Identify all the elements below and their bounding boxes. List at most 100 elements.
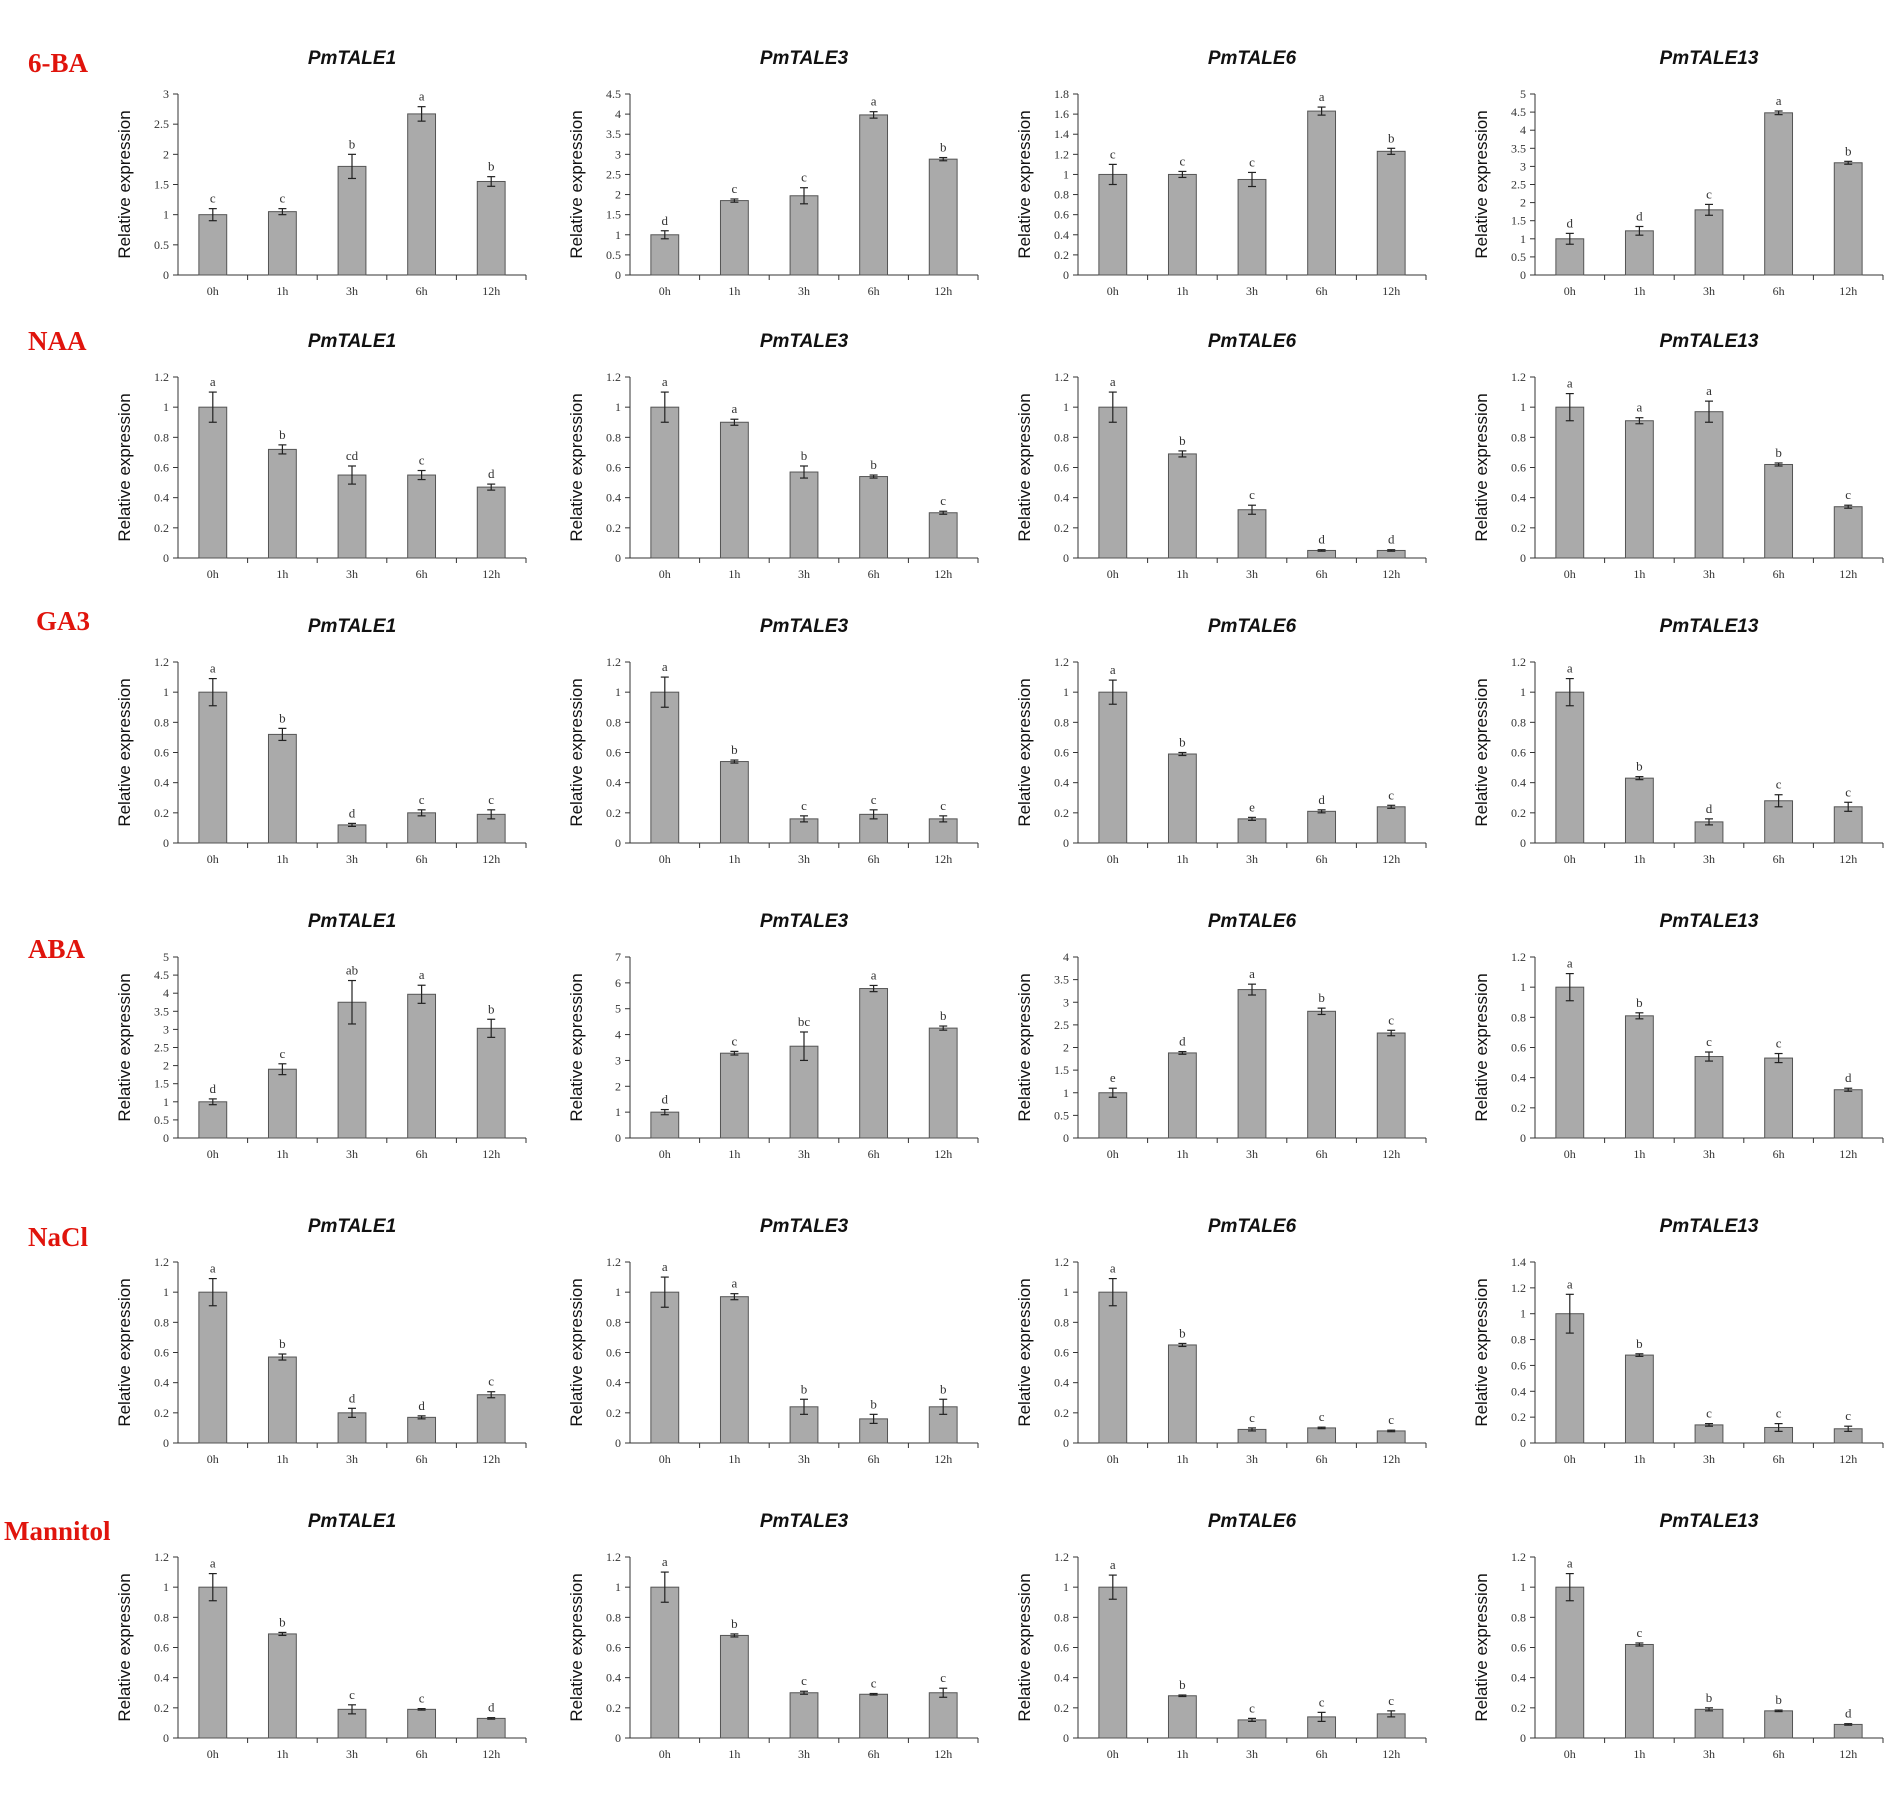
y-tick-label: 1.4 xyxy=(1511,1255,1526,1269)
x-tick-label: 0h xyxy=(1564,1452,1576,1466)
x-tick-label: 6h xyxy=(416,1452,428,1466)
y-axis-label: Relative expression xyxy=(1472,393,1491,541)
bar xyxy=(1307,110,1337,276)
bar xyxy=(859,114,889,276)
bar xyxy=(719,421,749,559)
significance-letter: a xyxy=(419,89,425,104)
significance-letter: b xyxy=(1636,995,1643,1010)
bar xyxy=(789,818,819,844)
y-tick-label: 0.8 xyxy=(1054,430,1069,444)
y-tick-label: 1 xyxy=(1063,167,1069,181)
significance-letter: c xyxy=(488,1374,494,1389)
x-tick-label: 1h xyxy=(1633,1747,1645,1761)
y-tick-label: 0.4 xyxy=(606,1671,621,1685)
y-tick-label: 0.4 xyxy=(1511,1071,1526,1085)
y-tick-label: 0.6 xyxy=(1054,461,1069,475)
y-tick-label: 0.2 xyxy=(1054,1406,1069,1420)
chart-mannitol-pmtale13: PmTALE13 Relative expression 0 0.2 0.4 0.6 0.8… xyxy=(1472,1511,1884,1761)
y-tick-label: 2 xyxy=(163,1059,169,1073)
chart-aba-pmtale6: PmTALE6 Relative expression 0 0.5 1 1.5 2 2.5 3 3… xyxy=(1015,911,1427,1161)
bar xyxy=(267,211,297,276)
bar xyxy=(1624,1643,1654,1739)
y-tick-label: 4 xyxy=(1063,950,1069,964)
x-tick-label: 0h xyxy=(1564,284,1576,298)
x-tick-label: 6h xyxy=(1316,852,1328,866)
significance-letter: c xyxy=(280,1046,286,1061)
y-tick-label: 0.2 xyxy=(606,806,621,820)
y-axis-label: Relative expression xyxy=(567,393,586,541)
y-tick-label: 0.2 xyxy=(1054,248,1069,262)
y-tick-label: 1 xyxy=(1063,685,1069,699)
y-tick-label: 0.2 xyxy=(1054,1701,1069,1715)
chart-6-ba-pmtale3: PmTALE3 Relative expression 0 0.5 1 1.5 2 2.5 3 3… xyxy=(567,48,979,298)
y-tick-label: 1.2 xyxy=(1054,1255,1069,1269)
y-tick-label: 2 xyxy=(1520,196,1526,210)
y-tick-label: 1 xyxy=(1520,400,1526,414)
chart-nacl-pmtale13: PmTALE13 Relative expression 0 0.2 0.4 0.6 0.8… xyxy=(1472,1216,1884,1466)
y-tick-label: 0.8 xyxy=(154,1610,169,1624)
bar xyxy=(1833,806,1863,844)
bar xyxy=(1555,986,1585,1139)
x-tick-label: 6h xyxy=(1316,284,1328,298)
y-axis-label: Relative expression xyxy=(1472,973,1491,1121)
significance-letter: a xyxy=(1567,956,1573,971)
significance-letter: d xyxy=(662,213,669,228)
y-tick-label: 0.8 xyxy=(606,1315,621,1329)
bar xyxy=(859,476,889,559)
chart-mannitol-pmtale1: PmTALE1 Relative expression 0 0.2 0.4 0.6 0.8 1… xyxy=(115,1511,527,1761)
significance-letter: d xyxy=(1318,792,1325,807)
chart-mannitol-pmtale6: PmTALE6 Relative expression 0 0.2 0.4 0.6 0.8 1… xyxy=(1015,1511,1427,1761)
y-tick-label: 0.6 xyxy=(1511,1358,1526,1372)
x-tick-label: 0h xyxy=(659,284,671,298)
significance-letter: a xyxy=(419,967,425,982)
bar xyxy=(1098,1586,1128,1739)
y-tick-label: 0.6 xyxy=(1511,1041,1526,1055)
y-tick-label: 1 xyxy=(163,1095,169,1109)
x-tick-label: 0h xyxy=(659,567,671,581)
x-tick-label: 12h xyxy=(482,284,500,298)
significance-letter: a xyxy=(210,1556,216,1571)
y-tick-label: 0.6 xyxy=(1511,1641,1526,1655)
significance-letter: d xyxy=(349,1390,356,1405)
y-tick-label: 3 xyxy=(615,147,621,161)
y-tick-label: 2 xyxy=(615,188,621,202)
x-tick-label: 1h xyxy=(1633,284,1645,298)
significance-letter: c xyxy=(801,170,807,185)
x-tick-label: 3h xyxy=(346,1747,358,1761)
chart-title: PmTALE6 xyxy=(1208,331,1297,352)
x-tick-label: 12h xyxy=(934,1452,952,1466)
y-tick-label: 1 xyxy=(163,400,169,414)
significance-letter: d xyxy=(1706,801,1713,816)
bar xyxy=(267,1356,297,1444)
y-tick-label: 3 xyxy=(163,87,169,101)
y-tick-label: 3 xyxy=(1063,995,1069,1009)
x-tick-label: 12h xyxy=(1839,1747,1857,1761)
y-tick-label: 1.2 xyxy=(1054,370,1069,384)
y-tick-label: 1.2 xyxy=(1054,655,1069,669)
y-tick-label: 1.2 xyxy=(154,370,169,384)
x-tick-label: 1h xyxy=(276,1452,288,1466)
y-axis-label: Relative expression xyxy=(1472,678,1491,826)
y-tick-label: 0.2 xyxy=(606,1406,621,1420)
y-tick-label: 0.5 xyxy=(606,248,621,262)
bar xyxy=(928,512,958,559)
significance-letter: b xyxy=(1179,735,1186,750)
y-tick-label: 0.8 xyxy=(1511,1010,1526,1024)
chart-title: PmTALE3 xyxy=(760,616,849,637)
y-tick-label: 0.8 xyxy=(1054,1610,1069,1624)
significance-letter: a xyxy=(1319,89,1325,104)
chart-title: PmTALE3 xyxy=(760,911,849,932)
significance-letter: c xyxy=(1110,146,1116,161)
bar xyxy=(476,1717,506,1739)
x-tick-label: 1h xyxy=(1176,1747,1188,1761)
significance-letter: a xyxy=(732,401,738,416)
bar xyxy=(337,1001,367,1139)
y-tick-label: 4 xyxy=(615,107,621,121)
chart-title: PmTALE6 xyxy=(1208,911,1297,932)
significance-letter: d xyxy=(1318,532,1325,547)
treatment-label-aba: ABA xyxy=(28,934,86,964)
significance-letter: c xyxy=(801,798,807,813)
significance-letter: a xyxy=(1110,1557,1116,1572)
x-tick-label: 3h xyxy=(1246,1452,1258,1466)
y-tick-label: 0.8 xyxy=(1511,430,1526,444)
